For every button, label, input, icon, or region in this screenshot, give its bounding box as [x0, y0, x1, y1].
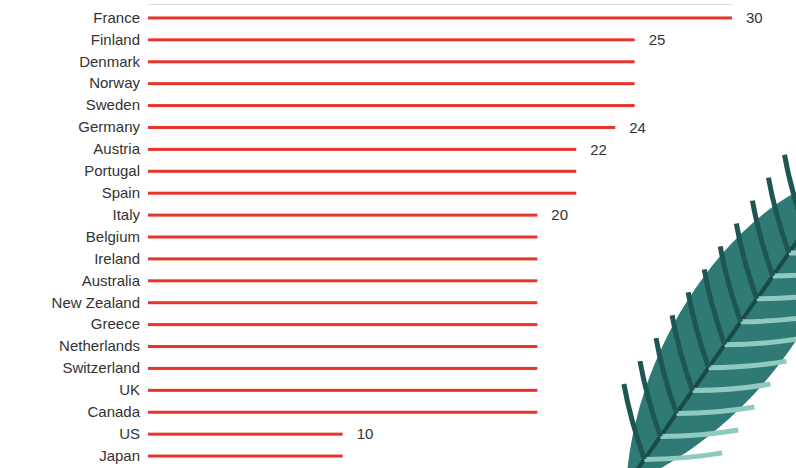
- tick-label: Switzerland: [62, 359, 140, 376]
- leaf-vein: [626, 174, 796, 468]
- tick: Spain: [102, 184, 140, 201]
- bar: [148, 82, 635, 85]
- tick: Australia: [82, 272, 141, 289]
- bar: [148, 16, 732, 19]
- bar: [148, 323, 537, 326]
- y-axis: France Finland Denmark Norway Sweden Germany A…: [52, 9, 141, 464]
- tick-label: New Zealand: [52, 294, 140, 311]
- tick-label: Norway: [89, 74, 140, 91]
- tick: Denmark: [79, 53, 140, 70]
- tick-label: Sweden: [86, 96, 140, 113]
- tick: Ireland: [94, 250, 140, 267]
- tick: UK: [119, 381, 140, 398]
- tick-label: Italy: [112, 206, 140, 223]
- bar: [148, 192, 576, 195]
- leaf-stripe: [740, 178, 796, 253]
- tick: Japan: [99, 447, 140, 464]
- tick: Greece: [91, 315, 140, 332]
- tick: Germany: [78, 118, 140, 135]
- tick-label: Australia: [82, 272, 141, 289]
- bar: [148, 389, 537, 392]
- bar: [148, 455, 343, 458]
- bar: [148, 367, 537, 370]
- leaf-stripe: [676, 269, 754, 344]
- leaf-stripe: [611, 361, 689, 436]
- bar: [148, 433, 343, 436]
- bar: [148, 279, 537, 282]
- tick-label: Portugal: [84, 162, 140, 179]
- tick: Italy: [112, 206, 140, 223]
- tick-label: Austria: [93, 140, 140, 157]
- tick-label: Ireland: [94, 250, 140, 267]
- bar: [148, 214, 537, 217]
- tick: New Zealand: [52, 294, 140, 311]
- tick-label: Finland: [91, 31, 140, 48]
- leaf-stripe: [724, 201, 796, 276]
- tick: Switzerland: [62, 359, 140, 376]
- bar: [148, 126, 615, 129]
- tick: Sweden: [86, 96, 140, 113]
- leaf-blade: [580, 142, 796, 468]
- bar: [148, 301, 537, 304]
- tick: Netherlands: [59, 337, 140, 354]
- decoration-leaf: [577, 132, 796, 468]
- tick-label: Spain: [102, 184, 140, 201]
- tick: Portugal: [84, 162, 140, 179]
- bar: [148, 104, 635, 107]
- tick-label: Belgium: [86, 228, 140, 245]
- tick: US: [119, 425, 140, 442]
- tick: Canada: [87, 403, 140, 420]
- data-label: 20: [551, 206, 568, 223]
- tick-label: Greece: [91, 315, 140, 332]
- tick-label: France: [93, 9, 140, 26]
- tick: Belgium: [86, 228, 140, 245]
- tick-label: Canada: [87, 403, 140, 420]
- leaf-stripe: [627, 338, 705, 413]
- tick-label: Denmark: [79, 53, 140, 70]
- tick: Norway: [89, 74, 140, 91]
- bar: [148, 345, 537, 348]
- leaf-stripe: [595, 384, 673, 459]
- chart: France Finland Denmark Norway Sweden Germany A…: [0, 0, 796, 468]
- bars: [148, 16, 732, 457]
- data-label: 30: [746, 9, 763, 26]
- leaf-stripe: [643, 315, 721, 390]
- data-label: 25: [649, 31, 666, 48]
- bar: [148, 170, 576, 173]
- tick-label: UK: [119, 381, 140, 398]
- tick-label: Netherlands: [59, 337, 140, 354]
- tick: Finland: [91, 31, 140, 48]
- data-labels: 30 25 24 22 20 10: [357, 9, 763, 442]
- leaf-stripe: [644, 418, 722, 468]
- leaf-stripe: [708, 224, 786, 299]
- axis-line: [149, 4, 733, 5]
- tick-label: Japan: [99, 447, 140, 464]
- tick-label: US: [119, 425, 140, 442]
- leaf-stripe: [659, 292, 737, 367]
- data-label: 24: [629, 119, 646, 136]
- tick: Austria: [93, 140, 140, 157]
- bar: [148, 411, 537, 414]
- x-axis: [149, 4, 733, 5]
- data-label: 22: [590, 141, 607, 158]
- bar: [148, 148, 576, 151]
- bar: [148, 257, 537, 260]
- bar: [148, 236, 537, 239]
- bar: [148, 38, 635, 41]
- tick: France: [93, 9, 140, 26]
- tick-label: Germany: [78, 118, 140, 135]
- leaf-stripe: [692, 246, 770, 321]
- bar: [148, 60, 635, 63]
- data-label: 10: [357, 425, 374, 442]
